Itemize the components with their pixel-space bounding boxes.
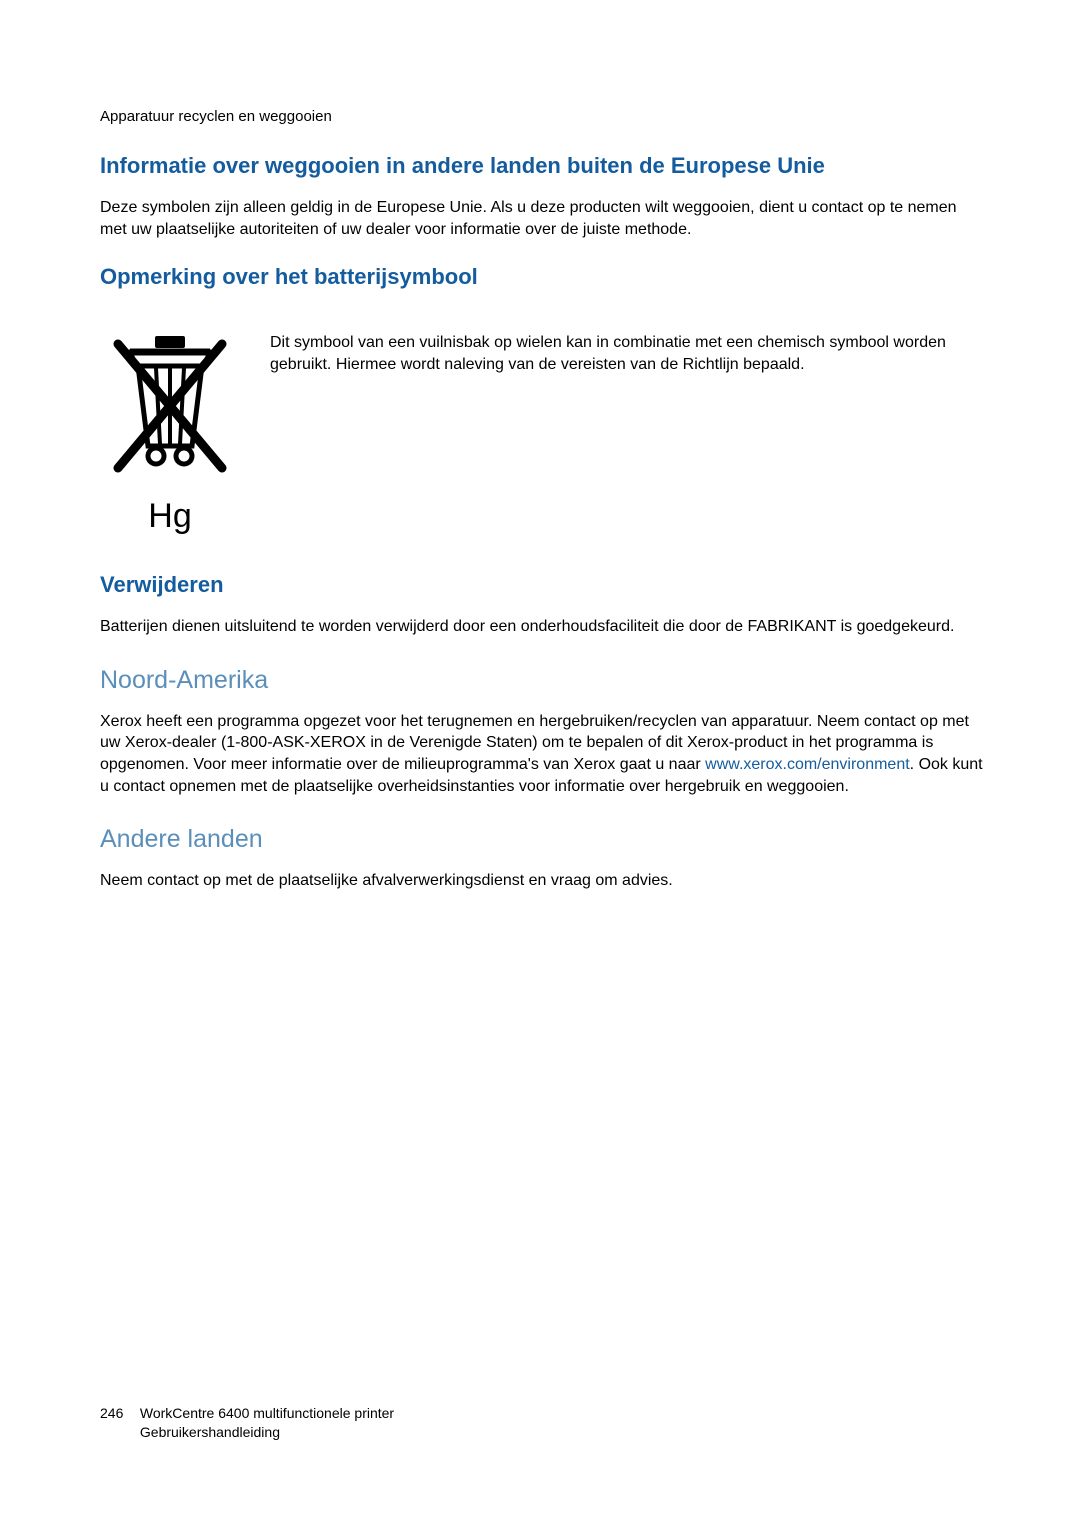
link-xerox-environment[interactable]: www.xerox.com/environment <box>705 756 910 773</box>
footer-text: WorkCentre 6400 multifunctionele printer… <box>140 1404 394 1442</box>
paragraph-weggooien: Deze symbolen zijn alleen geldig in de E… <box>100 197 987 240</box>
wheelie-bin-crossed-icon: Hg <box>100 326 240 536</box>
paragraph-noord-amerika: Xerox heeft een programma opgezet voor h… <box>100 711 987 797</box>
battery-chem-label: Hg <box>100 497 240 536</box>
page-number: 246 <box>100 1404 136 1423</box>
footer-line1: WorkCentre 6400 multifunctionele printer <box>140 1405 394 1421</box>
paragraph-batterijsymbool: Dit symbool van een vuilnisbak op wielen… <box>270 326 987 375</box>
breadcrumb: Apparatuur recyclen en weggooien <box>100 108 987 125</box>
document-page: Apparatuur recyclen en weggooien Informa… <box>0 0 1080 892</box>
page-footer: 246 WorkCentre 6400 multifunctionele pri… <box>100 1404 394 1442</box>
battery-section: Hg Dit symbool van een vuilnisbak op wie… <box>100 326 987 536</box>
footer-line2: Gebruikershandleiding <box>140 1424 280 1440</box>
heading-weggooien-andere-landen: Informatie over weggooien in andere land… <box>100 153 987 179</box>
heading-verwijderen: Verwijderen <box>100 572 987 598</box>
heading-batterijsymbool: Opmerking over het batterijsymbool <box>100 264 987 290</box>
paragraph-verwijderen: Batterijen dienen uitsluitend te worden … <box>100 616 987 638</box>
heading-noord-amerika: Noord-Amerika <box>100 666 987 695</box>
paragraph-andere-landen: Neem contact op met de plaatselijke afva… <box>100 870 987 892</box>
heading-andere-landen: Andere landen <box>100 825 987 854</box>
